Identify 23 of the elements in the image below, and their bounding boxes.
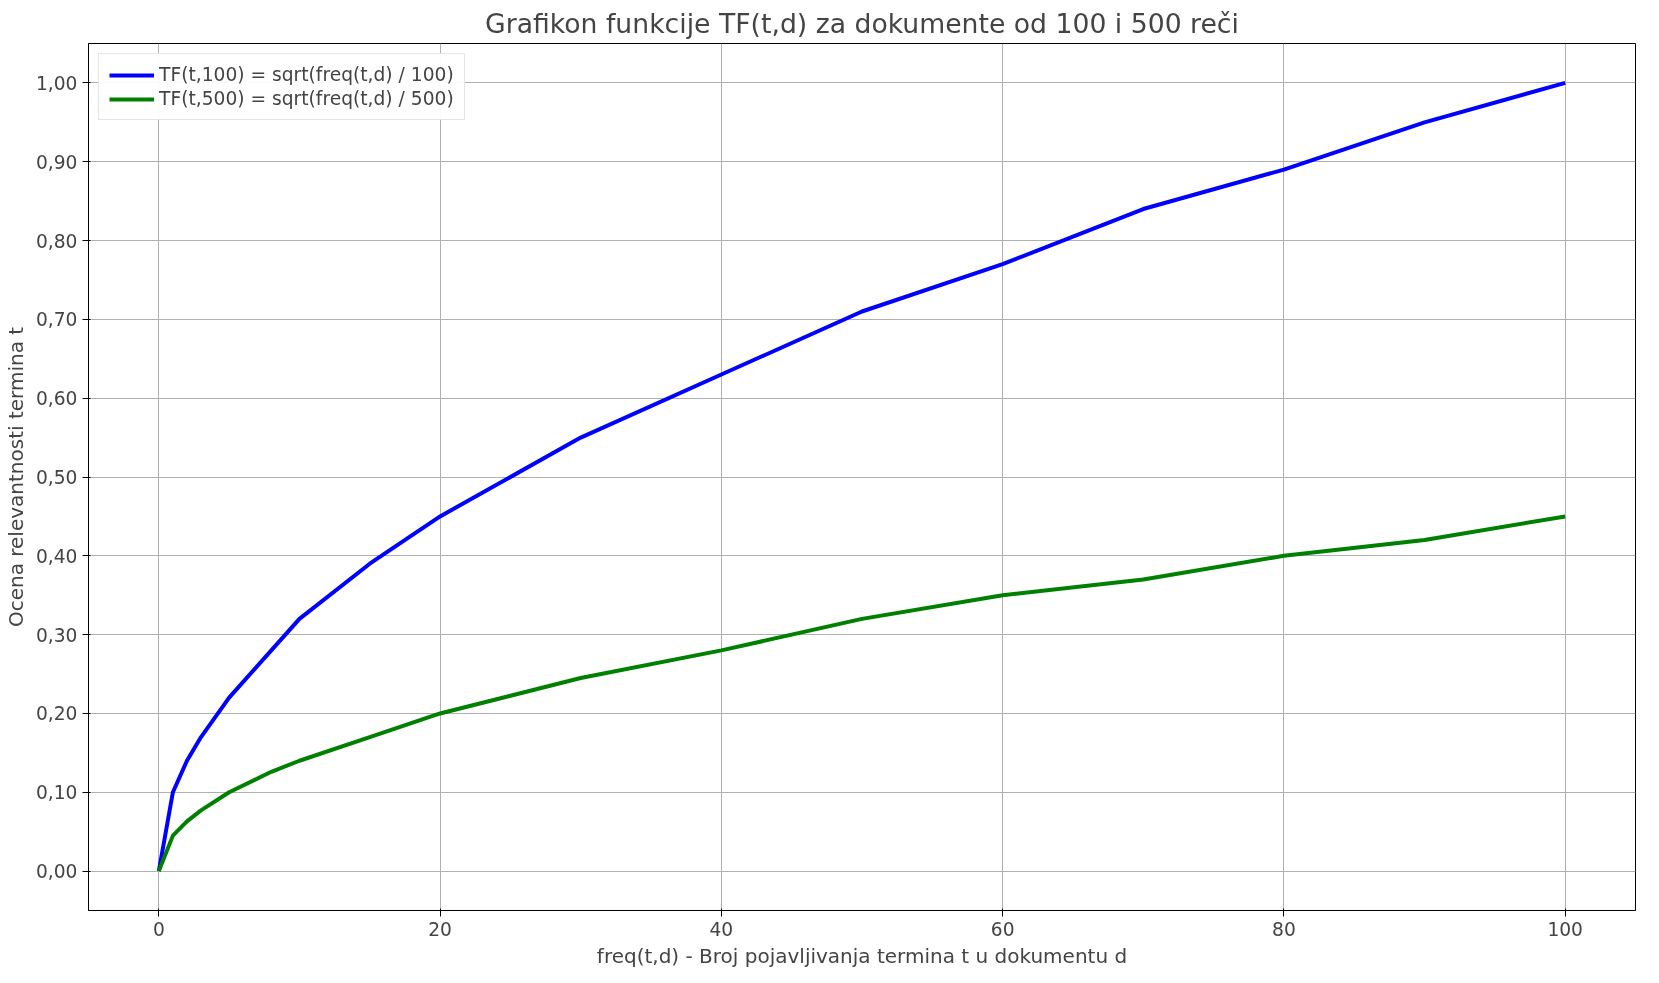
y-tick-label: 0,20 xyxy=(35,703,78,725)
legend-label: TF(t,500) = sqrt(freq(t,d) / 500) xyxy=(159,88,454,109)
x-axis-title: freq(t,d) - Broj pojavljivanja termina t u dokumentu d xyxy=(596,943,1128,968)
x-tick-label: 40 xyxy=(709,918,734,940)
y-tick-label: 0,70 xyxy=(35,309,78,331)
x-tick-label: 60 xyxy=(990,918,1015,940)
legend-label: TF(t,100) = sqrt(freq(t,d) / 100) xyxy=(159,64,454,85)
y-tick-label: 0,10 xyxy=(35,782,78,804)
x-tick-label: 80 xyxy=(1272,918,1296,940)
y-tick-label: 0,40 xyxy=(35,545,78,567)
x-tick-label: 0 xyxy=(152,918,165,940)
x-tick-label: 100 xyxy=(1547,918,1583,940)
y-tick-label: 0,00 xyxy=(35,861,78,883)
chart-title: Grafikon funkcije TF(t,d) za dokumente od 100 i 500 reči xyxy=(485,7,1239,39)
x-tick-label: 20 xyxy=(428,918,452,940)
y-axis-title: Ocena relevantnosti termina t xyxy=(3,326,28,628)
y-tick-label: 0,80 xyxy=(35,230,78,252)
line-series xyxy=(156,514,1568,874)
y-tick-label: 0,60 xyxy=(35,388,78,410)
y-tick-label: 0,30 xyxy=(35,624,78,646)
y-tick-label: 0,90 xyxy=(35,151,78,173)
y-tick-label: 0,50 xyxy=(35,467,78,488)
y-tick-label: 1,00 xyxy=(35,72,78,94)
